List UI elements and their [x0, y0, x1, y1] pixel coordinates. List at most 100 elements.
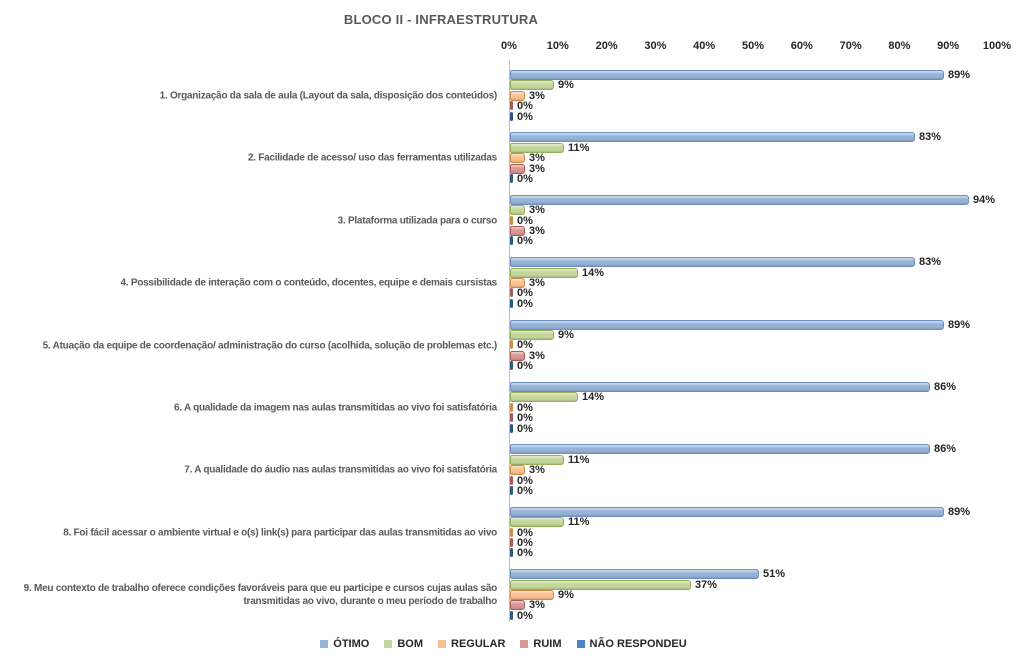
- bar-bom: [510, 517, 564, 528]
- x-axis-tick-label: 30%: [644, 40, 667, 52]
- bar-não-respondeu: [510, 610, 513, 620]
- bar-ótimo: [510, 70, 944, 80]
- data-label: 83%: [919, 131, 942, 144]
- bar-não-respondeu: [510, 298, 513, 308]
- bar-bom: [510, 454, 564, 465]
- bar-bom: [510, 142, 564, 153]
- bar-ótimo: [510, 382, 930, 392]
- legend-swatch-icon: [576, 640, 585, 648]
- data-label: 0%: [517, 339, 533, 352]
- bar-não-respondeu: [510, 236, 513, 246]
- bar-bom: [510, 330, 554, 340]
- category-label: 3. Plataforma utilizada para o curso: [337, 215, 498, 227]
- data-label: 3%: [529, 464, 545, 477]
- data-label: 0%: [517, 474, 533, 487]
- bar-não-respondeu: [510, 486, 513, 495]
- data-label: 83%: [919, 256, 942, 269]
- x-axis-tick-label: 100%: [982, 40, 1012, 52]
- data-label: 11%: [568, 453, 590, 466]
- category-label: 8. Foi fácil acessar o ambiente virtual …: [63, 527, 497, 539]
- category-label: 4. Possibilidade de interação com o cont…: [120, 277, 497, 289]
- bar-ruim: [510, 538, 513, 547]
- bar-regular: [510, 340, 513, 350]
- category-label: 9. Meu contexto de trabalho oferece cond…: [23, 583, 498, 608]
- data-label: 37%: [695, 578, 718, 591]
- bar-bom: [510, 267, 578, 278]
- data-label: 14%: [582, 266, 605, 279]
- bar-ótimo: [510, 194, 969, 205]
- data-label: 0%: [517, 485, 533, 497]
- data-label: 89%: [948, 505, 971, 518]
- category-label: 6. A qualidade da imagem nas aulas trans…: [173, 402, 497, 414]
- legend-item-bom: BOM: [384, 638, 423, 650]
- data-label: 0%: [517, 297, 533, 310]
- bar-ótimo: [510, 132, 915, 143]
- data-label: 0%: [517, 360, 533, 373]
- bar-ruim: [510, 600, 525, 611]
- data-label: 0%: [517, 547, 533, 560]
- data-label: 3%: [529, 162, 545, 175]
- data-label: 3%: [529, 277, 545, 289]
- data-label: 86%: [934, 443, 957, 456]
- bar-ruim: [510, 163, 525, 174]
- data-label: 51%: [763, 568, 786, 581]
- x-axis-tick-label: 50%: [741, 40, 765, 52]
- data-label: 0%: [517, 214, 533, 227]
- bar-bom: [510, 205, 525, 216]
- x-axis-tick-label: 20%: [595, 40, 618, 52]
- data-label: 3%: [529, 225, 545, 237]
- bar-regular: [510, 90, 525, 101]
- bar-não-respondeu: [510, 174, 513, 183]
- bar-ótimo: [510, 319, 944, 330]
- bar-regular: [510, 590, 554, 600]
- chart-title: BLOCO II - INFRAESTRUTURA: [343, 12, 539, 27]
- x-axis-tick-label: 60%: [790, 40, 813, 52]
- data-label: 3%: [529, 152, 545, 165]
- bar-ruim: [510, 101, 513, 111]
- data-label: 89%: [948, 318, 971, 331]
- category-label: 1. Organização da sala de aula (Layout d…: [159, 90, 498, 102]
- legend-label: REGULAR: [451, 638, 506, 650]
- x-axis-tick-label: 10%: [546, 40, 569, 52]
- data-label: 3%: [529, 599, 545, 612]
- bar-ótimo: [510, 257, 915, 268]
- bar-regular: [510, 153, 525, 164]
- data-label: 9%: [558, 589, 574, 601]
- bar-regular: [510, 215, 513, 225]
- bar-bom: [510, 80, 554, 91]
- data-label: 0%: [517, 609, 533, 622]
- data-label: 0%: [517, 537, 533, 549]
- legend-swatch-icon: [520, 640, 529, 648]
- bar-ruim: [510, 226, 525, 236]
- legend-label: BOM: [397, 638, 424, 650]
- data-label: 0%: [517, 110, 533, 123]
- bar-não-respondeu: [510, 423, 513, 433]
- bar-regular: [510, 465, 525, 476]
- bar-ótimo: [510, 569, 759, 580]
- legend-swatch-icon: [438, 640, 447, 648]
- x-axis-tick-label: 70%: [839, 40, 862, 52]
- bar-bom: [510, 579, 691, 590]
- data-label: 3%: [529, 204, 545, 217]
- data-label: 94%: [973, 193, 996, 206]
- category-label: 5. Atuação da equipe de coordenação/ adm…: [42, 340, 498, 352]
- bar-regular: [510, 527, 513, 537]
- data-label: 3%: [529, 349, 545, 362]
- legend-item-não-respondeu: NÃO RESPONDEU: [576, 638, 687, 650]
- bar-ruim: [510, 350, 525, 361]
- x-axis-tick-label: 0%: [501, 40, 517, 52]
- x-axis-tick-label: 80%: [888, 40, 911, 52]
- category-label: 7. A qualidade do áudio nas aulas transm…: [184, 464, 497, 476]
- category-label: 2. Facilidade de acesso/ uso das ferrame…: [247, 152, 497, 164]
- data-label: 14%: [582, 391, 605, 404]
- bar-ótimo: [510, 506, 944, 517]
- legend-swatch-icon: [384, 640, 393, 648]
- bar-bom: [510, 392, 578, 403]
- bar-não-respondeu: [510, 361, 513, 371]
- data-label: 0%: [517, 235, 533, 248]
- legend-swatch-icon: [320, 640, 329, 648]
- data-label: 0%: [517, 422, 533, 435]
- data-label: 11%: [568, 516, 590, 529]
- data-label: 0%: [517, 412, 533, 425]
